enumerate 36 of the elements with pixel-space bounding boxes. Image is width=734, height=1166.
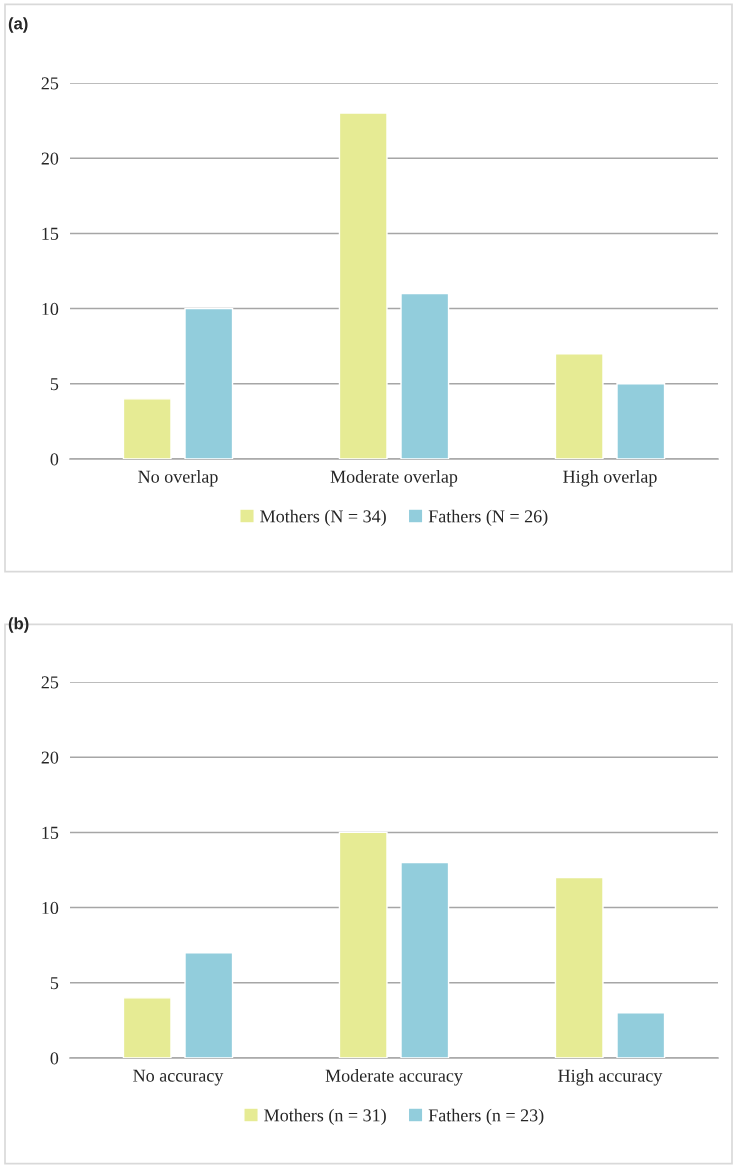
y-tick-label: 15: [42, 826, 59, 839]
x-tick-label: No accuracy: [133, 1069, 224, 1086]
bar: [338, 831, 388, 1058]
legend-label: Mothers (N = 34): [260, 509, 386, 527]
y-tick-label: 10: [42, 901, 59, 915]
bar: [616, 1012, 666, 1058]
bar: [122, 997, 172, 1058]
bar: [616, 383, 666, 459]
chart-title: (b): [8, 617, 29, 633]
bar: [184, 952, 234, 1058]
y-tick-label: 5: [50, 977, 59, 990]
bar: [400, 292, 450, 459]
y-tick-label: 25: [41, 77, 59, 90]
y-tick-label: 0: [50, 1052, 59, 1065]
chart-title: (a): [8, 17, 28, 33]
y-tick-label: 10: [42, 302, 59, 316]
x-tick-label: Moderate accuracy: [325, 1069, 463, 1086]
bar: [338, 112, 388, 459]
y-tick-label: 0: [50, 453, 59, 466]
y-tick-label: 20: [41, 152, 59, 165]
x-tick-label: Moderate overlap: [330, 470, 458, 487]
x-tick-label: High accuracy: [558, 1069, 663, 1086]
legend-label: Fathers (N = 26): [428, 509, 548, 527]
bar: [122, 398, 172, 459]
legend-label: Fathers (n = 23): [428, 1108, 544, 1126]
y-tick-label: 25: [41, 676, 59, 689]
y-tick-label: 5: [50, 378, 59, 391]
x-tick-label: High overlap: [563, 470, 657, 487]
y-tick-label: 20: [41, 751, 59, 764]
bar: [554, 353, 604, 459]
bar: [184, 307, 234, 459]
x-tick-label: No overlap: [138, 470, 218, 487]
bar: [400, 861, 450, 1058]
legend-label: Mothers (n = 31): [264, 1108, 386, 1126]
bar: [554, 876, 604, 1058]
y-tick-label: 15: [42, 227, 59, 240]
